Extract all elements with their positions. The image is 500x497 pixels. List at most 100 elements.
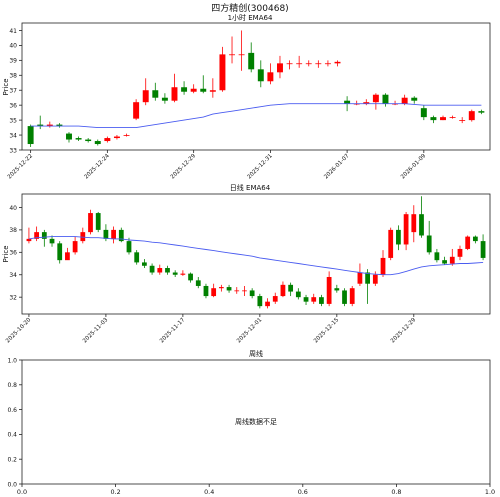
chart-daily-candle-body [426,235,432,253]
chart-daily-ytick-label: 38 [9,227,17,234]
chart-daily-ytick-label: 34 [9,272,17,279]
chart-daily-candle-body [203,285,209,297]
chart-hourly-candle-body [440,117,446,121]
chart-daily-candle-body [211,288,217,297]
chart-weekly-xtick-label: 0.0 [17,488,27,496]
chart-hourly-candle-body [286,63,293,65]
chart-daily-candle-body [272,296,278,302]
chart-hourly-xtick-label: 2025-12-22 [7,153,34,180]
chart-daily-candle-body [380,257,386,275]
chart-daily-candle-body [34,232,40,239]
chart-daily-candle-body [295,291,301,298]
chart-weekly-message: 周线数据不足 [235,417,277,426]
chart-daily-xtick-label: 2025-12-29 [390,317,418,345]
chart-daily-candle-body [57,243,63,261]
chart-hourly-plot: 33 34 35 36 37 38 39 40 41 2025-12-22 2025-12-24 20… [7,22,491,181]
chart-weekly-title: 周线 [249,349,263,358]
chart-daily-candle-body [280,284,286,297]
chart-hourly-candle-body [104,138,111,142]
chart-hourly-candle-body [190,88,197,92]
chart-hourly-candle-body [296,63,303,65]
chart-hourly-candle-body [152,90,159,98]
chart-hourly-candle-body [142,90,149,103]
chart-hourly-candle-body [248,52,255,70]
chart-daily-candle-body [357,272,363,284]
chart-hourly-candle-body [382,94,389,104]
chart-hourly-frame [21,22,491,151]
chart-daily-candle-body [465,236,471,249]
chart-hourly-ytick-label: 38 [9,73,17,80]
chart-daily-candle-body [319,297,324,304]
chart-daily-candle-body [218,287,224,289]
chart-daily-xtick-label: 2025-10-20 [5,317,33,345]
chart-hourly-candle-body [411,97,418,101]
chart-weekly-xtick-label: 0.6 [298,488,308,496]
chart-hourly-ytick-label: 36 [9,102,17,109]
chart-hourly-xtick-label: 2026-01-07 [323,153,351,181]
chart-daily-ytick-label: 36 [9,250,17,257]
chart-daily-candle-body [234,290,240,292]
chart-hourly-candle-body [459,120,466,121]
chart-hourly-candle-body [219,54,226,91]
chart-hourly-candle-body [181,87,188,92]
chart-weekly: 周线 周线数据不足 0.0 0.2 0.4 0.6 0.8 1.0 0.0 0.2 0.4 0.6… [7,349,495,496]
chart-hourly-candle-body [37,124,44,127]
chart-daily-candle-body [303,297,309,302]
chart-hourly-candle-body [171,87,178,101]
chart-weekly-xtick-label: 0.4 [204,488,214,496]
chart-daily-ylabel: Price [2,245,10,262]
chart-hourly-candle-body [200,88,207,92]
chart-daily-candle-body [403,214,409,245]
chart-hourly-candle-body [372,94,379,103]
chart-hourly-candle-body [46,124,53,127]
chart-daily-ytick-label: 40 [9,205,17,212]
chart-daily-candle-body [434,252,440,261]
chart-weekly-ytick-label: 0.4 [7,432,17,439]
chart-hourly-candle-body [238,54,245,56]
chart-weekly-ytick-label: 0.0 [7,481,17,488]
chart-daily-plot: 32 34 36 38 40 2025-10-20 2025-11-03 2025-11-17… [5,193,491,345]
chart-daily-title: 日线 EMA64 [230,183,271,192]
chart-hourly-candle-body [229,54,235,56]
chart-hourly-candle-body [133,102,140,119]
chart-daily-candle-body [118,229,124,242]
chart-hourly-candle-body [257,69,264,82]
chart-daily-candle-body [80,232,86,242]
chart-weekly-xtick-label: 1.0 [485,488,495,496]
chart-daily-candle-body [342,290,347,304]
chart-daily-ytick-label: 32 [9,294,17,301]
chart-daily-xtick-label: 2025-12-01 [236,317,264,345]
chart-hourly-candle-body [27,126,34,145]
chart-daily-candle-body [349,288,355,304]
chart-daily-xtick-label: 2025-11-03 [82,317,110,345]
chart-daily-candle-body [226,287,232,291]
chart-daily-candle-body [480,241,486,258]
chart-daily-candle-body [457,248,463,257]
chart-hourly-xtick-label: 2025-12-31 [247,153,275,181]
chart-daily-candle-body [188,273,193,281]
chart-daily-candle-body [265,301,270,307]
chart-daily-candle-body [72,241,78,253]
chart-hourly-candle-body [420,108,427,118]
chart-daily-candle-body [249,290,255,297]
chart-daily-frame [21,193,491,315]
chart-hourly-ytick-label: 37 [9,88,17,95]
chart-daily-candle-body [41,232,47,239]
chart-daily-candle-body [149,265,155,273]
chart-daily-candle-body [172,272,178,275]
chart-daily-candle-body [396,229,401,245]
chart-weekly-ytick-label: 0.8 [7,382,17,389]
chart-daily-candle-body [334,288,340,291]
figure-title: 四方精创(300468) [211,2,288,14]
chart-hourly-xtick-label: 2025-12-29 [170,153,198,181]
chart-daily-candle-body [95,213,101,230]
chart-hourly-candle-body [401,97,408,104]
chart-daily-candle-body [134,252,140,263]
chart-daily-candle-body [65,252,70,261]
chart-daily-candle-body [180,273,186,275]
chart-hourly-ytick-label: 35 [9,117,17,124]
chart-hourly-candle-body [468,111,475,121]
chart-daily: 日线 EMA64 Price 32 34 36 38 40 2025-10-20 2025-… [2,183,491,345]
chart-weekly-xtick-label: 0.8 [391,488,401,496]
chart-daily-xtick-label: 2025-12-15 [313,317,341,345]
